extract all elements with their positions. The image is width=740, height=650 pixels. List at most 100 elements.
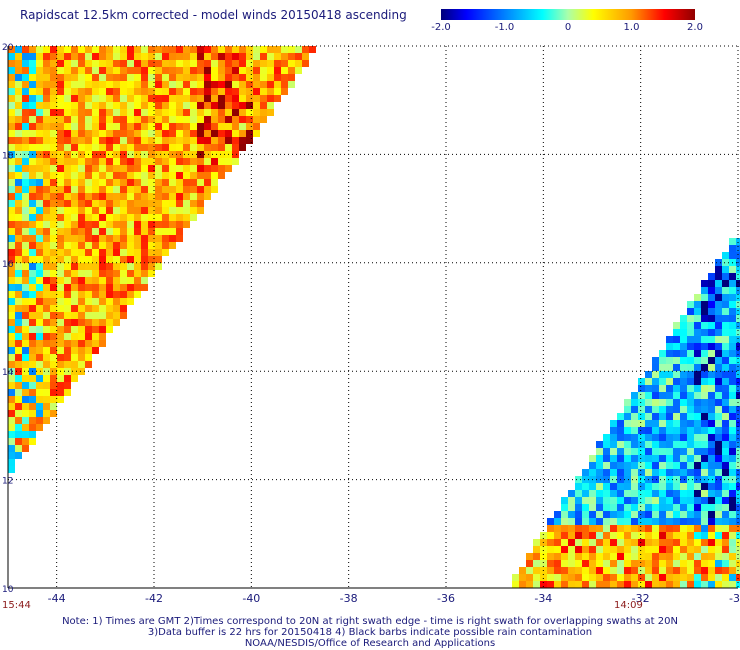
wind-difference-cell (624, 455, 631, 462)
wind-difference-cell (22, 347, 29, 354)
wind-difference-cell (71, 375, 78, 382)
wind-difference-cell (295, 53, 302, 60)
latitude-tick-label: 14 (2, 368, 14, 378)
wind-difference-cell (638, 546, 645, 553)
wind-difference-cell (624, 553, 631, 560)
wind-difference-cell (687, 427, 694, 434)
wind-difference-cell (99, 340, 106, 347)
wind-difference-cell (71, 284, 78, 291)
wind-difference-cell (701, 532, 708, 539)
wind-difference-cell (211, 137, 218, 144)
wind-difference-cell (624, 406, 631, 413)
wind-difference-cell (701, 406, 708, 413)
wind-difference-cell (204, 172, 211, 179)
wind-difference-cell (78, 60, 85, 67)
wind-difference-cell (36, 193, 43, 200)
wind-difference-cell (64, 368, 71, 375)
wind-difference-cell (8, 158, 15, 165)
wind-difference-cell (113, 221, 120, 228)
wind-difference-cell (701, 427, 708, 434)
wind-difference-cell (43, 368, 50, 375)
wind-difference-cell (134, 130, 141, 137)
wind-difference-cell (610, 448, 617, 455)
wind-difference-cell (36, 88, 43, 95)
wind-difference-cell (134, 109, 141, 116)
wind-difference-cell (50, 319, 57, 326)
wind-difference-cell (617, 413, 624, 420)
wind-difference-cell (694, 301, 701, 308)
wind-difference-cell (120, 179, 127, 186)
wind-difference-cell (57, 305, 64, 312)
wind-difference-cell (225, 137, 232, 144)
wind-difference-cell (708, 448, 715, 455)
wind-difference-cell (204, 116, 211, 123)
wind-difference-cell (610, 497, 617, 504)
wind-difference-cell (540, 553, 547, 560)
wind-difference-cell (85, 137, 92, 144)
wind-difference-cell (50, 389, 57, 396)
wind-difference-cell (204, 179, 211, 186)
wind-difference-cell (50, 312, 57, 319)
wind-difference-cell (169, 74, 176, 81)
wind-difference-cell (652, 483, 659, 490)
wind-difference-cell (148, 88, 155, 95)
wind-difference-cell (603, 539, 610, 546)
wind-difference-cell (8, 102, 15, 109)
wind-difference-cell (631, 546, 638, 553)
wind-difference-cell (666, 350, 673, 357)
wind-difference-cell (50, 396, 57, 403)
wind-difference-cell (29, 305, 36, 312)
wind-difference-cell (211, 151, 218, 158)
wind-difference-cell (610, 581, 617, 588)
wind-difference-cell (43, 228, 50, 235)
wind-difference-cell (8, 466, 15, 473)
wind-difference-cell (141, 102, 148, 109)
wind-difference-cell (645, 413, 652, 420)
wind-difference-cell (582, 581, 589, 588)
wind-difference-cell (43, 165, 50, 172)
wind-difference-cell (218, 123, 225, 130)
wind-difference-cell (260, 95, 267, 102)
wind-difference-cell (120, 74, 127, 81)
wind-difference-cell (554, 574, 561, 581)
wind-difference-cell (722, 490, 729, 497)
wind-difference-cell (134, 214, 141, 221)
wind-difference-cell (232, 137, 239, 144)
wind-difference-cell (309, 46, 316, 53)
wind-difference-cell (29, 228, 36, 235)
color-scale-tick: -1.0 (494, 22, 515, 33)
wind-difference-cell (99, 200, 106, 207)
wind-difference-cell (659, 574, 666, 581)
wind-difference-cell (288, 60, 295, 67)
wind-difference-cell (596, 511, 603, 518)
wind-difference-cell (624, 434, 631, 441)
wind-difference-cell (92, 340, 99, 347)
wind-difference-cell (113, 109, 120, 116)
wind-difference-cell (64, 207, 71, 214)
wind-difference-cell (22, 158, 29, 165)
wind-difference-cell (596, 504, 603, 511)
wind-difference-cell (232, 88, 239, 95)
wind-difference-cell (43, 46, 50, 53)
wind-difference-cell (652, 462, 659, 469)
wind-difference-cell (722, 497, 729, 504)
wind-difference-cell (708, 357, 715, 364)
wind-difference-cell (239, 88, 246, 95)
wind-difference-cell (701, 364, 708, 371)
wind-difference-cell (666, 560, 673, 567)
wind-difference-cell (540, 574, 547, 581)
wind-difference-cell (64, 235, 71, 242)
wind-difference-cell (15, 144, 22, 151)
wind-difference-cell (708, 364, 715, 371)
wind-difference-cell (50, 228, 57, 235)
wind-difference-cell (99, 151, 106, 158)
wind-difference-cell (141, 200, 148, 207)
wind-difference-cell (29, 284, 36, 291)
wind-difference-cell (43, 417, 50, 424)
wind-difference-cell (134, 123, 141, 130)
wind-difference-cell (673, 539, 680, 546)
wind-difference-cell (211, 116, 218, 123)
wind-difference-cell (617, 497, 624, 504)
wind-difference-cell (547, 581, 554, 588)
wind-difference-cell (680, 329, 687, 336)
